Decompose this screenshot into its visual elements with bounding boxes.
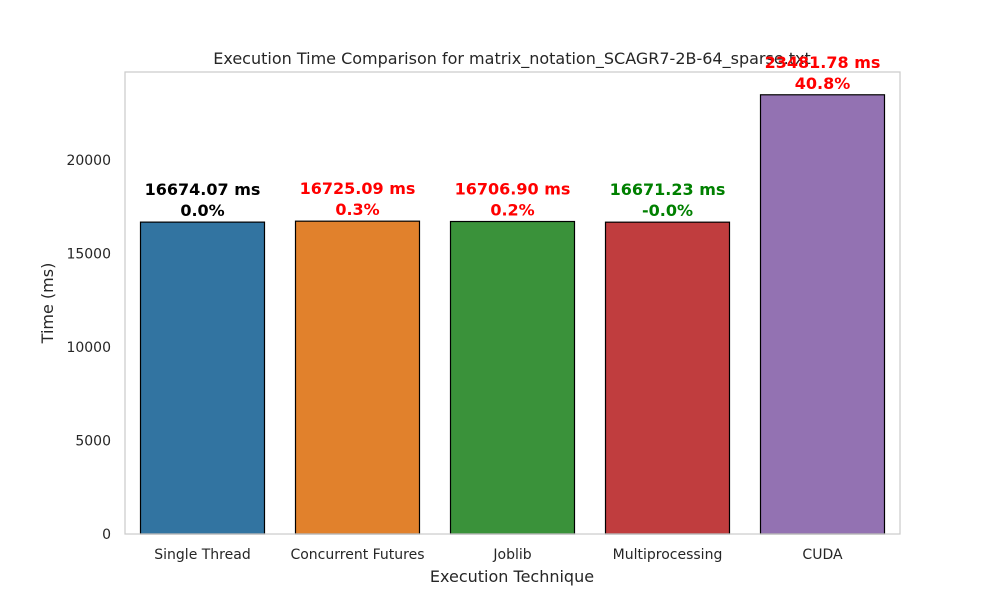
y-tick-label: 10000 [66, 340, 111, 356]
x-tick-label: Joblib [492, 547, 531, 563]
bars-group [139, 94, 886, 535]
bar-percent-label: 40.8% [795, 74, 851, 93]
bar-value-label: 16671.23 ms [610, 180, 726, 199]
y-tick-label: 5000 [75, 433, 111, 449]
bar-value-label: 16725.09 ms [300, 179, 416, 198]
x-tick-label: CUDA [802, 547, 843, 563]
x-axis-ticks: Single Thread Concurrent Futures Joblib Mul… [154, 547, 843, 563]
bar-value-label: 23481.78 ms [765, 53, 881, 72]
bar-single-thread [139, 221, 266, 535]
bar-multiprocessing [604, 221, 731, 535]
bar-percent-label: 0.3% [335, 200, 379, 219]
x-tick-label: Multiprocessing [613, 547, 723, 563]
y-axis-label: Time (ms) [38, 263, 57, 345]
bar-value-label: 16706.90 ms [455, 180, 571, 199]
y-axis-ticks: 0 5000 10000 15000 20000 [66, 153, 111, 543]
chart-title: Execution Time Comparison for matrix_not… [213, 49, 811, 69]
bar-labels-group: 16674.07 ms 0.0% 16725.09 ms 0.3% 16706.90 m… [145, 53, 881, 220]
bar-joblib [449, 220, 576, 535]
y-tick-label: 0 [102, 527, 111, 543]
bar-percent-label: 0.2% [490, 201, 534, 220]
x-tick-label: Single Thread [154, 547, 250, 563]
y-tick-label: 15000 [66, 246, 111, 262]
bar-percent-label: 0.0% [180, 201, 224, 220]
bar-value-label: 16674.07 ms [145, 180, 261, 199]
bar-percent-label: -0.0% [642, 201, 693, 220]
bar-concurrent-futures [294, 220, 421, 535]
x-tick-label: Concurrent Futures [290, 547, 424, 563]
x-axis-label: Execution Technique [430, 567, 594, 586]
y-tick-label: 20000 [66, 153, 111, 169]
plot-frame [124, 71, 901, 535]
bar-cuda [759, 94, 886, 535]
